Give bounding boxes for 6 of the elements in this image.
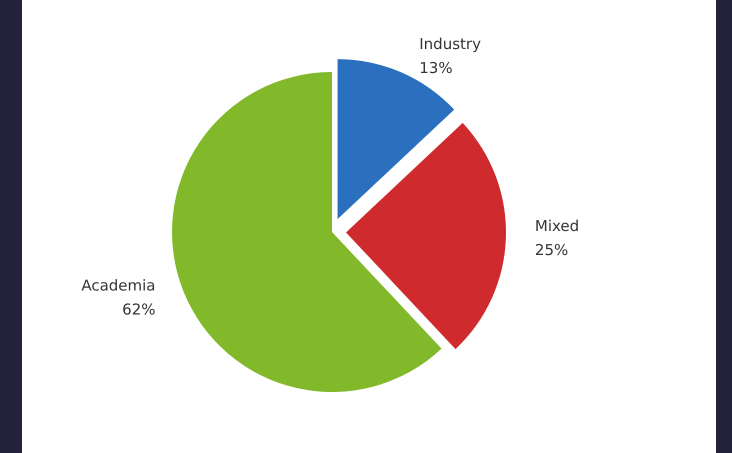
data-label: 13%	[419, 58, 453, 77]
data-label: 62%	[122, 300, 156, 319]
slice-label: Industry	[419, 34, 482, 53]
slice-label: Mixed	[534, 217, 580, 236]
slice-label: Academia	[81, 276, 156, 295]
data-label: 25%	[534, 241, 568, 260]
